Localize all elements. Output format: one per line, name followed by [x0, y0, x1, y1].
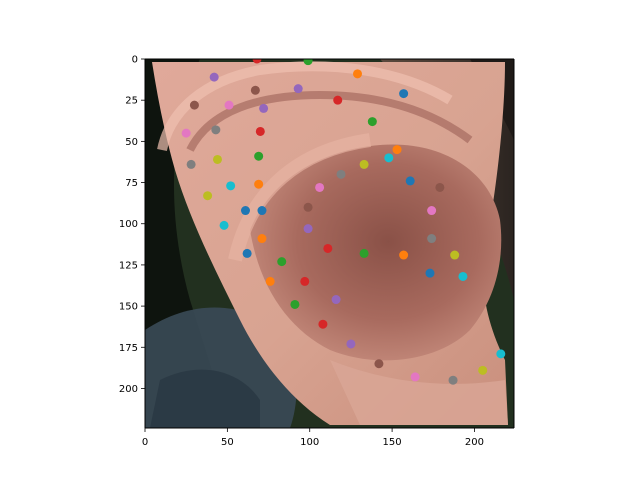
x-tick-label: 100 — [300, 437, 319, 448]
scatter-point — [427, 234, 437, 244]
scatter-point — [410, 372, 420, 382]
y-tick-label: 175 — [119, 343, 138, 354]
scatter-point — [254, 151, 264, 161]
scatter-point — [425, 268, 435, 278]
scatter-point — [392, 145, 402, 155]
scatter-point — [189, 100, 199, 110]
scatter-point — [257, 234, 267, 244]
scatter-point — [303, 224, 313, 234]
scatter-point — [399, 250, 409, 260]
x-tick-label: 0 — [142, 437, 148, 448]
scatter-point — [496, 349, 506, 359]
scatter-point — [315, 182, 325, 192]
scatter-point — [303, 59, 313, 66]
scatter-point — [331, 295, 341, 305]
scatter-point — [203, 191, 213, 201]
y-tick-label: 100 — [119, 219, 138, 230]
scatter-point — [399, 89, 409, 99]
scatter-point — [458, 271, 468, 281]
scatter-point — [254, 179, 264, 189]
scatter-point — [405, 176, 415, 186]
x-axis-ticks: 0 50 100 150 200 — [142, 428, 484, 448]
scatter-point — [367, 117, 377, 127]
y-tick-label: 150 — [119, 302, 138, 313]
scatter-point — [293, 84, 303, 94]
y-tick-label: 50 — [125, 137, 138, 148]
scatter-point — [277, 257, 287, 267]
scatter-point — [374, 359, 384, 369]
y-tick-label: 75 — [125, 178, 138, 189]
ear-photo — [145, 59, 514, 428]
x-tick-label: 200 — [465, 437, 484, 448]
scatter-point — [259, 103, 269, 113]
x-tick-label: 150 — [383, 437, 402, 448]
scatter-point — [226, 181, 236, 191]
scatter-point — [255, 126, 265, 136]
scatter-point — [257, 206, 267, 216]
scatter-point — [359, 248, 369, 258]
scatter-point — [250, 85, 260, 95]
scatter-point — [209, 72, 219, 82]
scatter-point — [450, 250, 460, 260]
scatter-point — [333, 95, 343, 105]
scatter-point — [448, 375, 458, 385]
scatter-point — [478, 365, 488, 375]
y-tick-label: 25 — [125, 96, 138, 107]
scatter-point — [323, 243, 333, 253]
scatter-point — [224, 100, 234, 110]
scatter-point — [240, 206, 250, 216]
y-tick-label: 0 — [132, 55, 138, 66]
scatter-point — [186, 159, 196, 169]
scatter-point — [435, 182, 445, 192]
scatter-point — [359, 159, 369, 169]
scatter-point — [336, 169, 346, 179]
scatter-point — [211, 125, 221, 135]
scatter-point — [300, 276, 310, 286]
y-tick-label: 125 — [119, 260, 138, 271]
scatter-point — [384, 153, 394, 163]
scatter-point — [252, 59, 262, 64]
scatter-points — [181, 59, 506, 385]
scatter-point — [346, 339, 356, 349]
axes-frame — [144, 58, 515, 429]
scatter-point — [219, 220, 229, 230]
scatter-point — [212, 154, 222, 164]
scatter-point — [265, 276, 275, 286]
scatter-point — [242, 248, 252, 258]
scatter-point — [353, 69, 363, 79]
scatter-point — [318, 319, 328, 329]
scatter-point — [181, 128, 191, 138]
scatter-point — [427, 206, 437, 216]
y-tick-label: 200 — [119, 384, 138, 395]
y-axis-ticks: 0 25 50 75 100 125 150 175 200 — [119, 55, 145, 395]
scatter-point — [303, 202, 313, 212]
x-tick-label: 50 — [221, 437, 234, 448]
scatter-point — [290, 299, 300, 309]
